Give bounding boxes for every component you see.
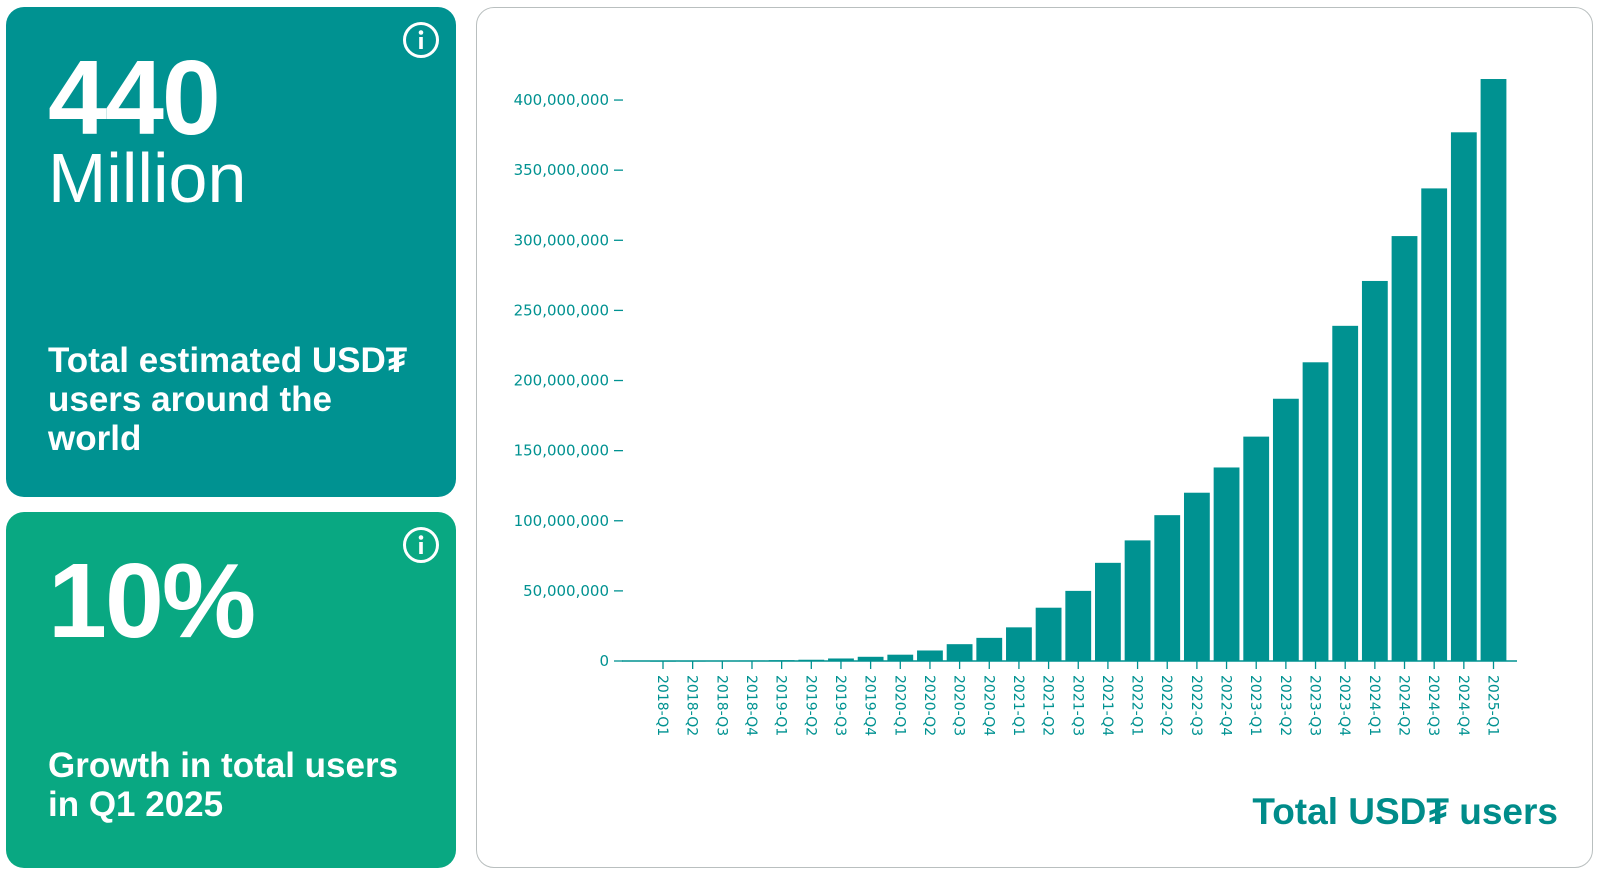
y-tick-label: 150,000,000 — [514, 442, 609, 460]
x-tick-label: 2021-Q3 — [1069, 675, 1085, 736]
info-icon[interactable] — [402, 21, 440, 59]
info-icon[interactable] — [402, 526, 440, 564]
x-tick-label: 2019-Q2 — [802, 675, 818, 736]
x-tick-label: 2024-Q3 — [1425, 675, 1441, 736]
bar — [1272, 398, 1299, 661]
bar — [1006, 627, 1032, 661]
x-tick-label: 2025-Q1 — [1485, 675, 1501, 736]
users-description: Total estimated USD₮ users around the wo… — [48, 341, 408, 458]
y-tick-label: 250,000,000 — [514, 301, 609, 319]
x-tick-label: 2023-Q2 — [1277, 675, 1293, 736]
growth-description: Growth in total users in Q1 2025 — [48, 746, 399, 824]
y-tick-label: 50,000,000 — [523, 582, 609, 600]
bar — [1421, 188, 1448, 661]
x-tick-label: 2020-Q1 — [891, 675, 907, 736]
y-tick-label: 200,000,000 — [514, 372, 609, 390]
bar — [1243, 436, 1270, 661]
bar — [1035, 607, 1062, 661]
x-tick-label: 2022-Q1 — [1129, 675, 1145, 736]
y-tick-label: 0 — [599, 652, 609, 670]
bar — [828, 658, 854, 661]
x-tick-label: 2020-Q3 — [951, 675, 967, 736]
bar — [976, 637, 1003, 661]
bar — [1361, 280, 1388, 661]
x-tick-label: 2018-Q3 — [713, 675, 729, 736]
x-tick-label: 2021-Q2 — [1040, 675, 1056, 736]
x-tick-label: 2022-Q2 — [1158, 675, 1174, 736]
x-tick-label: 2019-Q1 — [773, 675, 789, 736]
x-tick-label: 2024-Q2 — [1396, 675, 1412, 736]
bar — [1183, 492, 1210, 661]
x-tick-label: 2024-Q1 — [1366, 675, 1382, 736]
chart-title: Total USD₮ users — [1252, 791, 1558, 832]
bar — [1391, 236, 1418, 662]
bar — [917, 650, 943, 661]
chart-panel: 0 50,000,000 100,000,000 150,000,000 200,000… — [476, 7, 1593, 868]
growth-stat-card: 10% Growth in total users in Q1 2025 — [6, 512, 456, 868]
x-tick-label: 2018-Q1 — [654, 675, 670, 736]
bar — [857, 656, 884, 661]
x-tick-label: 2021-Q4 — [1099, 675, 1115, 736]
x-tick-label: 2024-Q4 — [1455, 675, 1471, 736]
growth-value: 10% — [48, 542, 256, 660]
x-tick-label: 2021-Q1 — [1010, 675, 1026, 736]
bar — [946, 644, 973, 661]
x-tick-label: 2023-Q3 — [1307, 675, 1323, 736]
bar — [1213, 467, 1240, 661]
bar — [1065, 590, 1092, 661]
bar — [887, 654, 914, 661]
x-tick-label: 2020-Q4 — [980, 675, 996, 736]
x-tick-label: 2019-Q3 — [832, 675, 848, 736]
x-tick-label: 2019-Q4 — [862, 675, 878, 736]
users-unit: Million — [48, 139, 247, 217]
x-tick-label: 2022-Q3 — [1188, 675, 1204, 736]
y-tick-label: 100,000,000 — [514, 512, 609, 530]
users-value: 440 — [48, 39, 221, 157]
bar — [1450, 132, 1477, 662]
x-tick-label: 2018-Q2 — [684, 675, 700, 736]
bar — [1302, 362, 1329, 661]
x-tick-label: 2022-Q4 — [1218, 675, 1234, 736]
bar — [1095, 562, 1121, 661]
bar — [1480, 79, 1507, 661]
y-tick-label: 400,000,000 — [514, 91, 609, 109]
x-tick-label: 2020-Q2 — [921, 675, 937, 736]
bar-chart: 0 50,000,000 100,000,000 150,000,000 200,000… — [514, 79, 1517, 736]
x-tick-label: 2023-Q4 — [1336, 675, 1352, 736]
y-tick-label: 300,000,000 — [514, 231, 609, 249]
users-stat-card: 440 Million Total estimated USD₮ users a… — [6, 7, 456, 497]
bar — [1124, 540, 1151, 661]
bar — [1332, 325, 1359, 661]
bar — [1154, 515, 1181, 661]
x-tick-label: 2018-Q4 — [743, 675, 759, 736]
x-tick-label: 2023-Q1 — [1247, 675, 1263, 736]
y-tick-label: 350,000,000 — [514, 161, 609, 179]
